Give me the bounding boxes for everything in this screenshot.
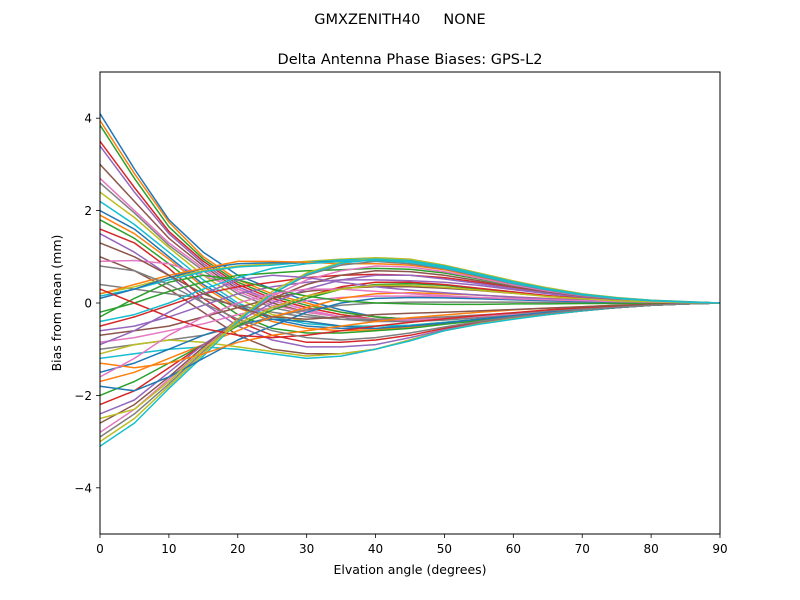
y-tick-label: 4: [84, 112, 92, 126]
series-line-47: [99, 288, 721, 378]
x-tick-label: 20: [230, 542, 245, 556]
chart-title: Delta Antenna Phase Biases: GPS-L2: [278, 52, 543, 68]
y-axis-ticks: −4 −2 0 2 4: [74, 112, 100, 495]
series-line-48: [99, 265, 721, 341]
series-line-49: [99, 284, 721, 420]
x-axis-label: Elvation angle (degrees): [333, 562, 486, 577]
y-tick-label: 2: [84, 204, 92, 218]
series-line-50: [99, 259, 721, 323]
x-tick-label: 0: [96, 542, 104, 556]
x-tick-label: 70: [575, 542, 590, 556]
y-tick-label: −2: [74, 389, 92, 403]
figure-suptitle: GMXZENITH40 NONE: [314, 12, 485, 28]
y-tick-label: 0: [84, 297, 92, 311]
y-axis-label: Bias from mean (mm): [49, 235, 64, 372]
x-tick-label: 90: [712, 542, 727, 556]
series-line-41: [99, 296, 720, 392]
x-tick-label: 50: [437, 542, 452, 556]
x-tick-label: 10: [161, 542, 176, 556]
x-axis-ticks: 0 10 20 30 40 50 60 70 80 90: [96, 534, 728, 556]
series-line-43: [99, 274, 720, 318]
x-tick-label: 30: [299, 542, 314, 556]
x-tick-label: 60: [506, 542, 521, 556]
series-layer: [99, 113, 721, 447]
x-tick-label: 80: [643, 542, 658, 556]
x-tick-label: 40: [368, 542, 383, 556]
y-tick-label: −4: [74, 481, 92, 495]
series-line-46: [99, 242, 721, 320]
